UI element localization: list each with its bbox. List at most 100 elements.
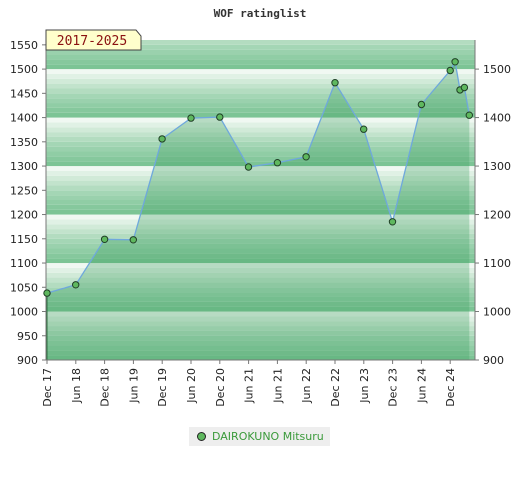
background-band [46,282,475,288]
data-point [187,114,195,122]
x-tick-label: Jun 18 [70,368,83,404]
data-point [72,281,80,289]
background-band [46,180,475,186]
x-tick-label: Jun 23 [358,368,371,404]
background-band [46,340,475,346]
background-band [46,243,475,249]
y-tick-label: 1150 [10,233,38,246]
period-badge-label: 2017-2025 [57,34,127,49]
x-tick-label: Dec 24 [444,368,457,407]
background-band [46,73,475,79]
y-tick-label: 1200 [10,209,38,222]
background-band [46,258,475,264]
background-band [46,214,475,220]
background-band [46,44,475,50]
background-band [46,64,475,70]
background-band [46,326,475,331]
background-band [46,54,475,60]
background-band [46,219,475,225]
background-band [46,204,475,210]
data-point [451,58,459,66]
y-axis-left: 900 950 1000 1050 1100 1150 1200 1250 1300 1350 14… [10,39,46,367]
y-axis-right: 900 1000 1100 1200 1300 1400 1500 [475,63,511,367]
y-tick-label: 1100 [10,257,38,270]
background-band [46,296,475,302]
background-band [46,40,475,45]
background-band [46,78,475,84]
y-tick-label: 1350 [10,136,38,149]
background-band [46,355,475,360]
area-fill [47,61,470,361]
background-band [46,330,475,336]
y-tick-label: 1450 [10,87,38,100]
chart-title: WOF ratinglist [214,7,307,20]
data-point [417,100,426,109]
background-band [46,272,475,278]
background-band [46,136,475,142]
y-tick-label-right: 1200 [483,209,511,222]
background-band [46,316,475,322]
y-tick-label: 1500 [10,63,38,76]
background-band [46,107,475,113]
data-point [158,135,166,143]
background-band [46,93,475,99]
background-band [46,306,475,312]
y-tick-label-right: 1500 [483,63,511,76]
background-band [46,200,475,205]
y-tick-label: 900 [17,354,38,367]
data-point [302,153,310,161]
background-band [46,263,475,268]
data-point [216,113,224,121]
background-band [46,292,475,297]
x-tick-label: Jun 21 [243,368,256,404]
background-band [46,301,475,307]
background-band [46,185,475,191]
background-band [46,175,475,181]
y-tick-label: 950 [17,330,38,343]
background-band [46,170,475,176]
background-band [46,345,475,351]
x-tick-label: Jun 24 [415,368,428,404]
background-band [46,233,475,239]
y-tick-label-right: 1400 [483,112,511,125]
background-band [46,209,475,215]
background-band [46,88,475,94]
background-band [46,141,475,147]
x-tick-label: Dec 20 [214,368,227,407]
background-band [46,253,475,259]
y-tick-label-right: 1300 [483,160,511,173]
background-band [46,132,475,137]
x-tick-label: Dec 17 [41,368,54,407]
data-point [100,235,109,244]
background-band [46,311,475,317]
y-tick-label: 1000 [10,306,38,319]
background-band [46,248,475,254]
y-tick-label: 1400 [10,112,38,125]
background-band [46,59,475,65]
data-point [273,159,282,167]
y-tick-label: 1300 [10,160,38,173]
background-band [46,190,475,196]
background-band [46,267,475,273]
data-point [43,289,51,297]
background-band [46,49,475,55]
background-band [46,287,475,293]
background-band [46,146,475,152]
background-band [46,127,475,133]
background-band [46,277,475,283]
background-band [46,229,475,234]
x-tick-label: Jun 20 [185,368,198,404]
background-band [46,156,475,162]
y-tick-label-right: 1100 [483,257,511,270]
background-bands [46,40,475,360]
period-badge: 2017-2025 [45,29,142,51]
y-tick-label: 1250 [10,184,38,197]
y-tick-label-right: 900 [483,354,504,367]
x-tick-label: Dec 18 [99,368,112,407]
background-band [46,83,475,89]
legend: DAIROKUNO Mitsuru [189,427,330,446]
data-point [388,218,397,226]
background-band [46,122,475,128]
data-point [244,163,253,171]
